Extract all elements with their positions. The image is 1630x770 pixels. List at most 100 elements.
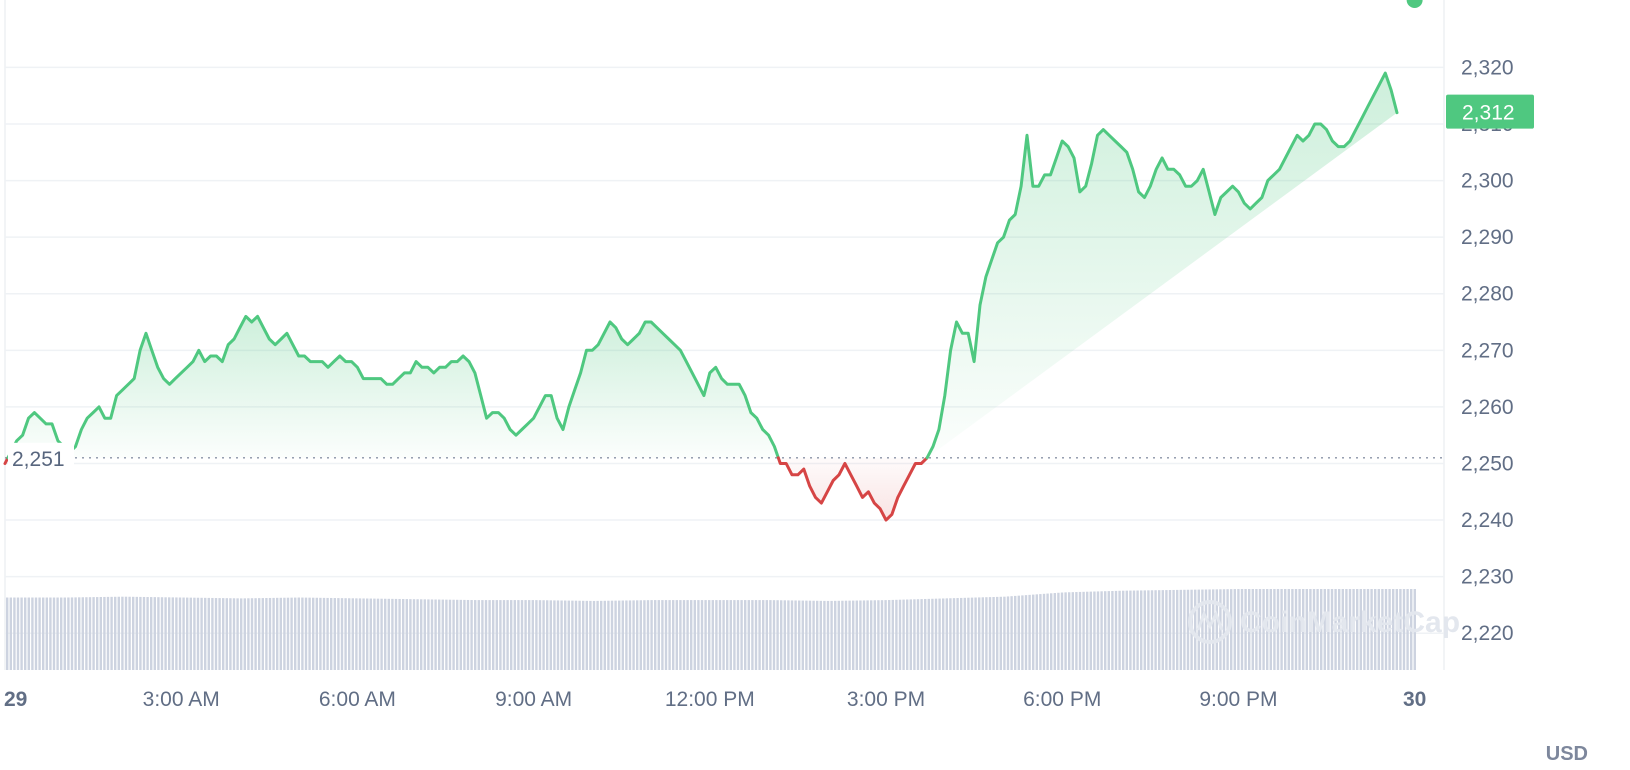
volume-bar xyxy=(978,597,980,670)
volume-bar xyxy=(251,598,253,670)
volume-bar xyxy=(463,600,465,670)
volume-bar xyxy=(362,598,364,670)
volume-bar xyxy=(254,598,256,670)
volume-bar xyxy=(784,600,786,670)
volume-bar xyxy=(1050,593,1052,670)
volume-bar xyxy=(377,599,379,670)
volume-bar xyxy=(848,601,850,670)
volume-bar xyxy=(1046,594,1048,670)
volume-bar xyxy=(672,600,674,670)
volume-bar xyxy=(1187,590,1189,670)
volume-bar xyxy=(938,599,940,670)
volume-bar xyxy=(1144,590,1146,670)
volume-bar xyxy=(172,597,174,670)
volume-bar xyxy=(478,600,480,670)
volume-bar xyxy=(791,600,793,670)
volume-bar xyxy=(287,598,289,670)
volume-bar xyxy=(406,599,408,670)
volume-bar xyxy=(1054,593,1056,670)
volume-bar xyxy=(949,598,951,670)
volume-bar xyxy=(737,600,739,670)
volume-bar xyxy=(820,601,822,670)
x-tick-label: 30 xyxy=(1403,688,1426,711)
volume-bar xyxy=(1032,595,1034,670)
volume-bar xyxy=(348,598,350,670)
volume-bar xyxy=(1097,591,1099,670)
volume-bar xyxy=(1108,591,1110,670)
volume-bar xyxy=(323,598,325,670)
volume-bar xyxy=(838,601,840,670)
volume-bar xyxy=(517,600,519,670)
volume-bar xyxy=(773,600,775,670)
volume-bar xyxy=(150,597,152,670)
volume-bar xyxy=(866,600,868,670)
volume-bar xyxy=(114,597,116,670)
volume-bar xyxy=(726,600,728,670)
volume-bar xyxy=(269,598,271,670)
area-fills xyxy=(5,73,1397,520)
y-tick-label: 2,260 xyxy=(1461,396,1514,419)
y-tick-label: 2,290 xyxy=(1461,226,1514,249)
volume-bar xyxy=(712,600,714,670)
volume-bar xyxy=(1223,589,1225,670)
volume-bar xyxy=(161,597,163,670)
volume-bar xyxy=(35,598,37,670)
volume-bar xyxy=(931,599,933,670)
volume-bar xyxy=(316,598,318,670)
y-tick-label: 2,300 xyxy=(1461,170,1514,193)
volume-bar xyxy=(762,600,764,670)
volume-bar xyxy=(74,597,76,670)
volume-bar xyxy=(1064,592,1066,670)
volume-bar xyxy=(1010,596,1012,670)
volume-bar xyxy=(334,598,336,670)
volume-bar xyxy=(438,600,440,670)
volume-bar xyxy=(60,598,62,670)
volume-bar xyxy=(1158,590,1160,670)
volume-bar xyxy=(1165,590,1167,670)
volume-bar xyxy=(715,600,717,670)
volume-bar xyxy=(794,600,796,670)
volume-bar xyxy=(1090,592,1092,670)
volume-bar xyxy=(197,598,199,670)
volume-bar xyxy=(1057,593,1059,670)
volume-bar xyxy=(902,600,904,670)
volume-bar xyxy=(85,597,87,670)
current-price-dot xyxy=(1407,0,1423,8)
volume-bar xyxy=(1025,595,1027,670)
volume-bar xyxy=(485,600,487,670)
volume-bar xyxy=(974,598,976,670)
x-tick-label: 9:00 AM xyxy=(495,688,572,711)
volume-bar xyxy=(1111,591,1113,670)
volume-bar xyxy=(704,600,706,670)
volume-bar xyxy=(787,600,789,670)
volume-bar xyxy=(337,598,339,670)
volume-bar xyxy=(359,598,361,670)
volume-bar xyxy=(38,598,40,670)
volume-bar xyxy=(748,600,750,670)
volume-bar xyxy=(899,600,901,670)
volume-bar xyxy=(708,600,710,670)
volume-bar xyxy=(258,598,260,670)
volume-bar xyxy=(528,600,530,670)
volume-bar xyxy=(532,600,534,670)
volume-bar xyxy=(920,599,922,670)
volume-bar xyxy=(28,598,30,670)
volume-bar xyxy=(474,600,476,670)
volume-bar xyxy=(661,600,663,670)
volume-bar xyxy=(218,598,220,670)
volume-bar xyxy=(100,597,102,670)
volume-bar xyxy=(233,598,235,670)
volume-bar xyxy=(586,601,588,670)
volume-bar xyxy=(830,601,832,670)
volume-bar xyxy=(1068,592,1070,670)
volume-bar xyxy=(96,597,98,670)
volume-bar xyxy=(391,599,393,670)
volume-bar xyxy=(859,600,861,670)
volume-bar xyxy=(1180,590,1182,670)
volume-bar xyxy=(1234,589,1236,670)
volume-bar xyxy=(1183,590,1185,670)
volume-bar xyxy=(488,600,490,670)
volume-bar xyxy=(524,600,526,670)
volume-bar xyxy=(614,601,616,670)
